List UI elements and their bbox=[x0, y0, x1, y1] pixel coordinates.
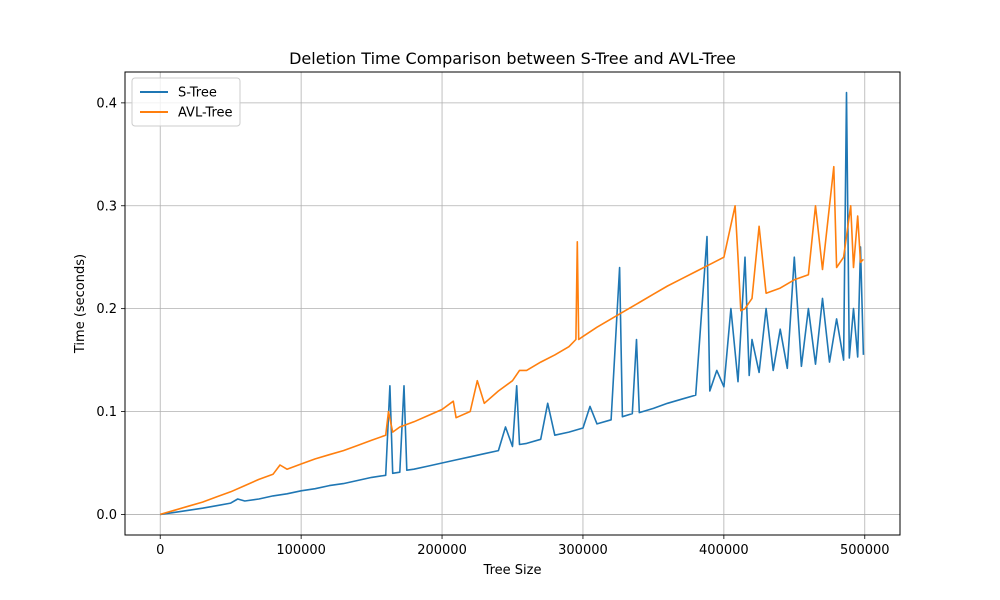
x-tick-label: 300000 bbox=[558, 543, 608, 558]
y-tick-label: 0.1 bbox=[96, 405, 117, 420]
legend: S-Tree AVL-Tree bbox=[131, 77, 241, 127]
legend-entry-label: AVL-Tree bbox=[178, 106, 233, 121]
y-tick-label: 0.4 bbox=[96, 96, 117, 111]
y-tick-label: 0.3 bbox=[96, 199, 117, 214]
y-tick-label: 0.2 bbox=[96, 302, 117, 317]
x-tick-label: 100000 bbox=[276, 543, 326, 558]
grid-lines bbox=[125, 72, 900, 535]
x-tick-label: 400000 bbox=[699, 543, 749, 558]
y-axis-ticks: 0.0 0.1 0.2 0.3 0.4 bbox=[96, 96, 125, 523]
x-tick-label: 500000 bbox=[840, 543, 890, 558]
legend-box bbox=[131, 77, 241, 127]
x-tick-label: 0 bbox=[156, 543, 164, 558]
x-axis-ticks: 0 100000 200000 300000 400000 500000 bbox=[156, 535, 890, 558]
series-line-s-tree bbox=[160, 91, 865, 516]
series-layer bbox=[159, 91, 865, 516]
y-tick-label: 0.0 bbox=[96, 508, 117, 523]
chart-title: Deletion Time Comparison between S-Tree … bbox=[289, 49, 736, 68]
x-tick-label: 200000 bbox=[417, 543, 467, 558]
series-line-avl-tree bbox=[159, 165, 864, 516]
x-axis-label: Tree Size bbox=[483, 563, 542, 578]
plot-frame bbox=[124, 71, 901, 536]
y-axis-label: Time (seconds) bbox=[73, 254, 88, 354]
legend-entry-label: S-Tree bbox=[178, 86, 217, 101]
